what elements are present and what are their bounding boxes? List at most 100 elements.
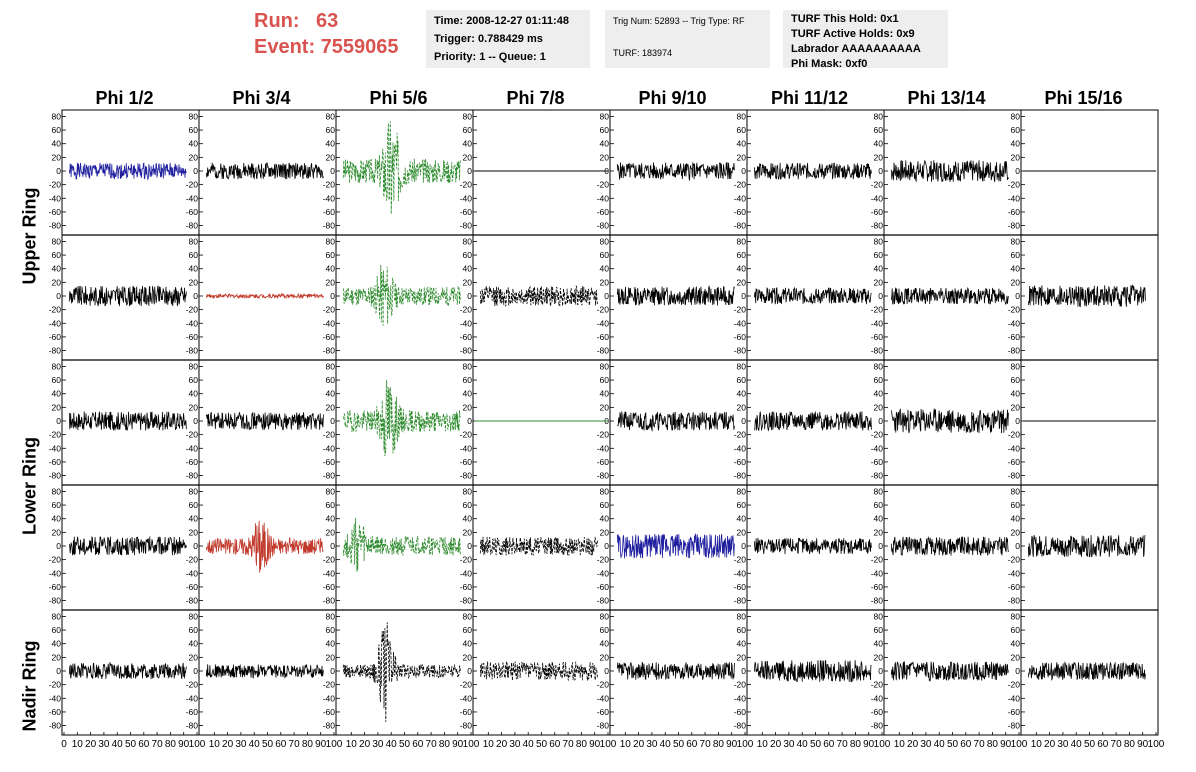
y-tick-label: -20: [49, 305, 62, 315]
y-tick-label: 0: [741, 291, 746, 301]
y-tick-label: 80: [1011, 236, 1021, 246]
y-tick-label: 80: [737, 361, 747, 371]
y-tick-label: -60: [460, 207, 473, 217]
y-tick-label: 20: [874, 277, 884, 287]
y-tick-label: 80: [189, 611, 199, 621]
y-tick-label: -80: [597, 221, 610, 231]
y-tick-label: 60: [874, 625, 884, 635]
x-tick-label: 100: [1011, 739, 1028, 750]
y-tick-label: 20: [326, 277, 336, 287]
y-tick-label: -20: [1008, 680, 1021, 690]
y-tick-label: 0: [604, 291, 609, 301]
y-tick-label: -80: [734, 221, 747, 231]
y-tick-label: 40: [600, 264, 610, 274]
x-tick-label: 50: [536, 739, 548, 750]
y-tick-label: 40: [874, 389, 884, 399]
y-tick-label: -40: [1008, 693, 1021, 703]
y-tick-label: -80: [1008, 471, 1021, 481]
y-tick-label: 60: [463, 625, 473, 635]
y-tick-label: -20: [871, 430, 884, 440]
y-tick-label: -20: [734, 305, 747, 315]
y-tick-label: 40: [326, 264, 336, 274]
y-tick-label: 0: [56, 416, 61, 426]
x-tick-label: 40: [660, 739, 672, 750]
waveform-trace: [753, 660, 872, 683]
y-tick-label: 20: [1011, 277, 1021, 287]
y-tick-label: 20: [52, 277, 62, 287]
trig-num-line: Trig Num: 52893 -- Trig Type: RF: [613, 16, 745, 26]
y-tick-label: -60: [1008, 332, 1021, 342]
y-tick-label: -40: [597, 693, 610, 703]
y-tick-label: 0: [193, 291, 198, 301]
y-tick-label: 80: [52, 486, 62, 496]
y-tick-label: 60: [463, 375, 473, 385]
waveform-trace: [890, 408, 1009, 434]
y-tick-label: 40: [52, 514, 62, 524]
time-line: Time: 2008-12-27 01:11:48: [434, 15, 569, 27]
x-tick-label: 80: [987, 739, 999, 750]
turf-line: TURF: 183974: [613, 48, 673, 58]
x-tick-label: 70: [563, 739, 575, 750]
waveform-trace: [342, 379, 461, 457]
waveform-trace: [205, 411, 324, 431]
y-tick-label: 40: [326, 139, 336, 149]
y-tick-label: 20: [52, 527, 62, 537]
y-tick-label: -80: [871, 221, 884, 231]
y-tick-label: 40: [463, 514, 473, 524]
y-tick-label: -80: [871, 596, 884, 606]
y-tick-label: -20: [460, 305, 473, 315]
y-tick-label: 40: [463, 639, 473, 649]
y-tick-label: -60: [186, 207, 199, 217]
y-tick-label: -80: [460, 596, 473, 606]
y-tick-label: 80: [600, 486, 610, 496]
y-tick-label: -80: [1008, 596, 1021, 606]
y-tick-label: -80: [871, 721, 884, 731]
y-tick-label: -40: [871, 318, 884, 328]
x-tick-label: 20: [85, 739, 97, 750]
y-tick-label: -60: [460, 582, 473, 592]
waveform-trace: [616, 661, 735, 680]
x-tick-label: 40: [934, 739, 946, 750]
y-tick-label: 80: [52, 361, 62, 371]
x-tick-label: 10: [483, 739, 495, 750]
y-tick-label: -40: [49, 693, 62, 703]
y-tick-label: 20: [189, 277, 199, 287]
y-tick-label: -80: [186, 471, 199, 481]
waveform-trace: [890, 661, 1009, 682]
y-tick-label: 80: [1011, 486, 1021, 496]
y-tick-label: 0: [878, 416, 883, 426]
y-tick-label: -20: [734, 555, 747, 565]
y-tick-label: 40: [189, 139, 199, 149]
x-tick-label: 90: [178, 739, 190, 750]
y-tick-label: 80: [52, 611, 62, 621]
y-tick-label: -60: [49, 457, 62, 467]
y-tick-label: 20: [737, 527, 747, 537]
y-tick-label: 80: [463, 611, 473, 621]
y-tick-label: -60: [186, 582, 199, 592]
waveform-trace: [342, 517, 461, 572]
y-tick-label: 20: [463, 152, 473, 162]
x-tick-label: 60: [138, 739, 150, 750]
y-tick-label: -40: [597, 568, 610, 578]
y-tick-label: -40: [323, 443, 336, 453]
y-tick-label: 0: [193, 666, 198, 676]
y-tick-label: -20: [734, 180, 747, 190]
phi-mask-line: Phi Mask: 0xf0: [791, 58, 868, 70]
y-tick-label: 80: [1011, 361, 1021, 371]
y-tick-label: -40: [734, 193, 747, 203]
y-tick-label: -60: [323, 332, 336, 342]
y-tick-label: 40: [874, 514, 884, 524]
y-tick-label: 0: [467, 291, 472, 301]
y-tick-label: 40: [189, 389, 199, 399]
x-tick-label: 100: [1148, 739, 1165, 750]
column-header-phi-3-4: Phi 3/4: [232, 88, 291, 108]
y-tick-label: 0: [467, 666, 472, 676]
y-tick-label: -20: [460, 680, 473, 690]
waveform-trace: [890, 287, 1009, 305]
waveform-trace: [753, 286, 872, 305]
x-tick-label: 100: [874, 739, 891, 750]
y-tick-label: -60: [734, 582, 747, 592]
y-tick-label: -40: [186, 568, 199, 578]
y-tick-label: 0: [878, 541, 883, 551]
